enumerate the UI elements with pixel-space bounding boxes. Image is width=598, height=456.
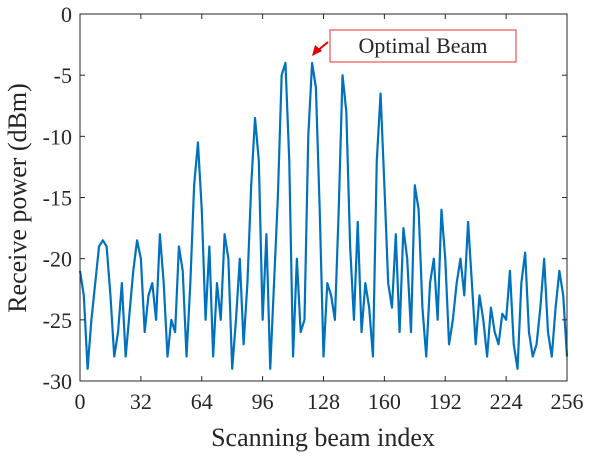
x-tick-label: 192 bbox=[429, 389, 462, 414]
y-axis-label: Receive power (dBm) bbox=[3, 83, 32, 313]
x-tick-label: 32 bbox=[130, 389, 152, 414]
x-tick-label: 64 bbox=[191, 389, 213, 414]
x-tick-label: 0 bbox=[75, 389, 86, 414]
x-axis-label: Scanning beam index bbox=[211, 423, 435, 452]
y-tick-label: -25 bbox=[43, 308, 72, 333]
annotation-box bbox=[329, 29, 517, 63]
y-tick-label: -15 bbox=[43, 186, 72, 211]
y-tick-label: -30 bbox=[43, 369, 72, 394]
x-tick-label: 256 bbox=[551, 389, 584, 414]
y-tick-label: -20 bbox=[43, 247, 72, 272]
y-tick-label: -5 bbox=[54, 63, 72, 88]
x-tick-label: 160 bbox=[368, 389, 401, 414]
y-tick-label: 0 bbox=[61, 2, 72, 27]
y-tick-label: -10 bbox=[43, 124, 72, 149]
x-tick-label: 224 bbox=[490, 389, 523, 414]
annotation: Optimal Beam bbox=[359, 33, 488, 58]
x-tick-label: 96 bbox=[252, 389, 274, 414]
annotation-arrowhead bbox=[312, 45, 322, 56]
x-tick-label: 128 bbox=[307, 389, 340, 414]
data-line bbox=[78, 61, 569, 370]
